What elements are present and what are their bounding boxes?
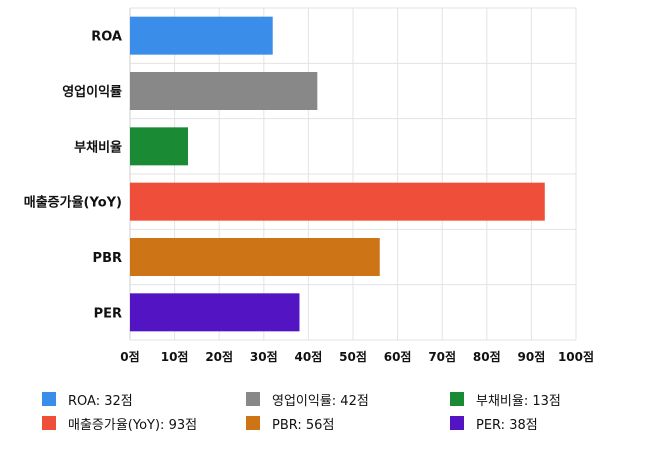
- legend-swatch: [450, 392, 464, 406]
- x-tick-label: 50점: [339, 349, 367, 364]
- legend-swatch: [450, 416, 464, 430]
- bar[interactable]: [130, 182, 545, 221]
- category-label: PBR: [93, 251, 122, 266]
- bar[interactable]: [130, 72, 318, 110]
- legend-item[interactable]: PER: 38점: [450, 414, 642, 433]
- category-label: 부채비율: [74, 139, 122, 155]
- legend-swatch: [42, 416, 56, 430]
- bars: [130, 16, 545, 332]
- x-tick-label: 0점: [120, 349, 139, 364]
- bar[interactable]: [130, 16, 273, 55]
- legend-label: 영업이익률: 42점: [272, 393, 369, 409]
- legend-label: PBR: 56점: [272, 417, 335, 433]
- legend-item[interactable]: 매출증가율(YoY): 93점: [42, 414, 246, 433]
- x-tick-label: 20점: [205, 349, 233, 364]
- legend-label: ROA: 32점: [68, 393, 133, 409]
- grid: [129, 7, 577, 341]
- x-tick-label: 80점: [473, 349, 501, 364]
- x-tick-label: 100점: [558, 349, 594, 364]
- legend-swatch: [246, 416, 260, 430]
- bar[interactable]: [130, 293, 300, 332]
- legend-swatch: [246, 392, 260, 406]
- category-label: 매출증가율(YoY): [24, 195, 122, 211]
- bar[interactable]: [130, 127, 188, 166]
- legend-label: 매출증가율(YoY): 93점: [68, 417, 198, 433]
- x-tick-label: 60점: [384, 349, 412, 364]
- legend-item[interactable]: ROA: 32점: [42, 390, 246, 409]
- x-tick-label: 10점: [161, 349, 189, 364]
- category-label: PER: [94, 306, 122, 321]
- legend-label: PER: 38점: [476, 417, 538, 433]
- category-label: 영업이익률: [62, 84, 122, 100]
- x-tick-label: 70점: [428, 349, 456, 364]
- x-tick-label: 90점: [518, 349, 546, 364]
- category-label: ROA: [91, 30, 122, 45]
- legend-item[interactable]: 부채비율: 13점: [450, 390, 642, 409]
- legend-item[interactable]: 영업이익률: 42점: [246, 390, 450, 409]
- x-tick-label: 40점: [295, 349, 323, 364]
- bar[interactable]: [130, 238, 380, 276]
- legend-label: 부채비율: 13점: [476, 393, 561, 409]
- legend-swatch: [42, 392, 56, 406]
- legend-item[interactable]: PBR: 56점: [246, 414, 450, 433]
- x-tick-labels: 0점 10점 20점 30점 40점 50점 60점 70점 80점 90점 100점: [120, 349, 594, 364]
- x-tick-label: 30점: [250, 349, 278, 364]
